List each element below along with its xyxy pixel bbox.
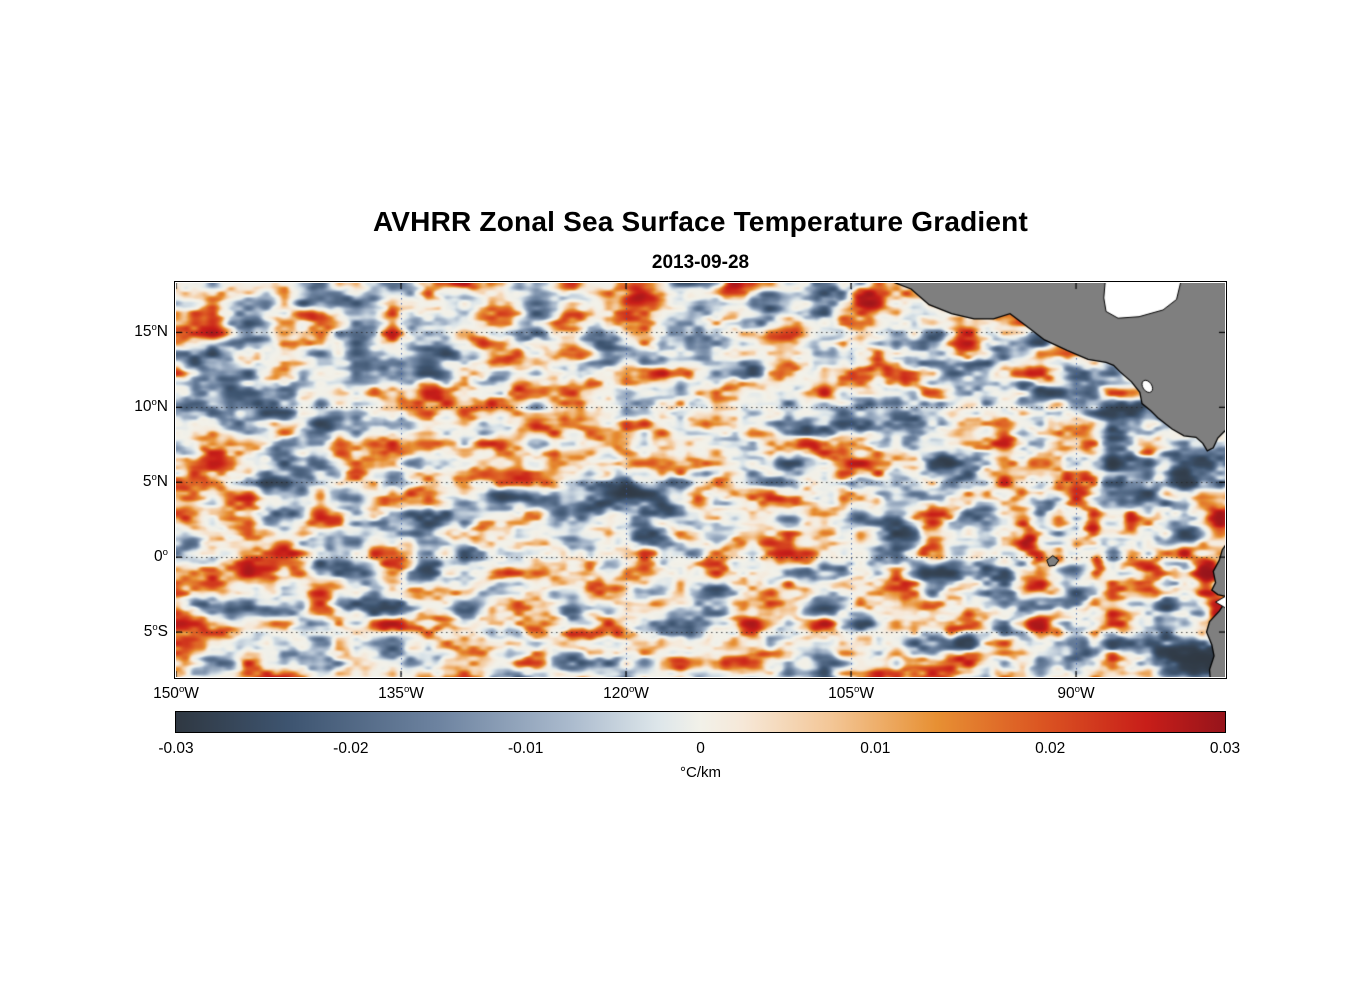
chart-title: AVHRR Zonal Sea Surface Temperature Grad… bbox=[372, 206, 1029, 237]
map-plot-frame bbox=[174, 281, 1227, 679]
lat-tick-label: 10oN bbox=[134, 397, 168, 416]
lat-tick-label: 15oN bbox=[134, 322, 168, 341]
colorbar-tick-label: 0 bbox=[696, 740, 705, 757]
colorbar-tick-label: 0.03 bbox=[1209, 740, 1241, 757]
colorbar-unit-label: °C/km bbox=[680, 764, 721, 781]
colorbar-tick-label: -0.01 bbox=[507, 740, 544, 757]
lon-tick-label: 135oW bbox=[378, 684, 424, 703]
lon-tick-label: 120oW bbox=[603, 684, 649, 703]
colorbar-tick-label: -0.02 bbox=[333, 740, 369, 757]
lat-tick-label: 0o bbox=[154, 547, 168, 566]
lon-tick-label: 105oW bbox=[828, 684, 874, 703]
colorbar-gradient bbox=[176, 712, 1225, 732]
lon-tick-label: 150oW bbox=[153, 684, 199, 703]
colorbar bbox=[175, 711, 1226, 733]
colorbar-tick-label: 0.02 bbox=[1035, 740, 1066, 757]
chart-date-subtitle: 2013-09-28 bbox=[651, 252, 750, 273]
lon-tick-label: 90oW bbox=[1057, 684, 1095, 703]
colorbar-tick-label: 0.01 bbox=[860, 740, 891, 757]
lat-tick-label: 5oS bbox=[143, 622, 168, 641]
colorbar-tick-label: -0.03 bbox=[158, 740, 194, 757]
lat-tick-label: 5oN bbox=[142, 472, 168, 491]
map-canvas bbox=[176, 283, 1225, 677]
